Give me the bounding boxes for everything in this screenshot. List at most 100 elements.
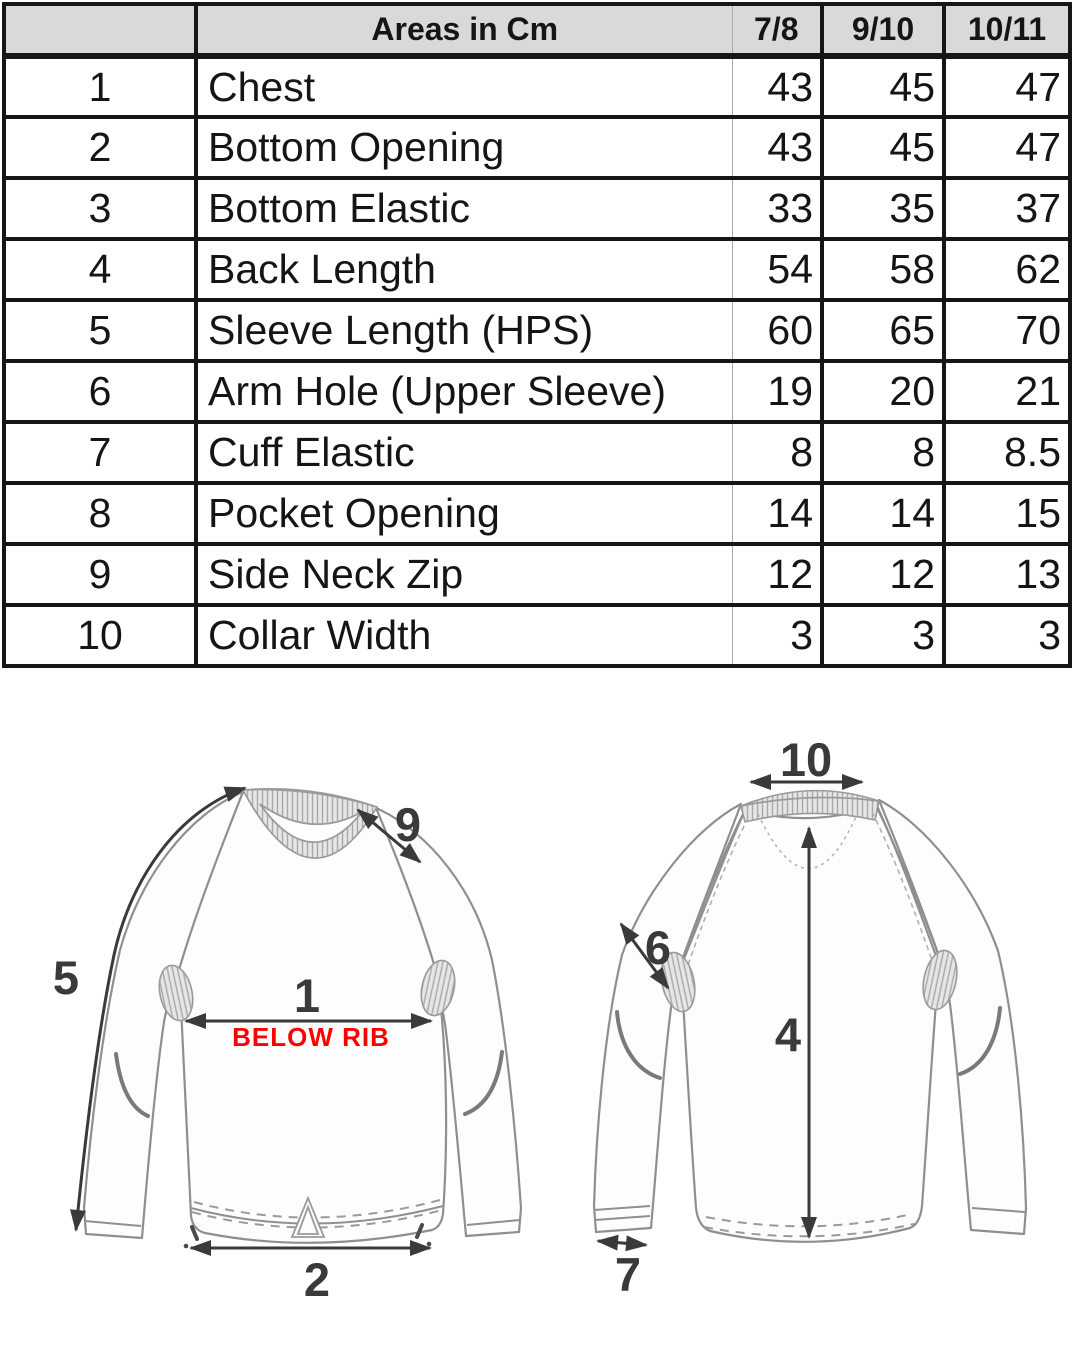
table-row: 6 Arm Hole (Upper Sleeve) 19 20 21	[2, 359, 1072, 424]
back-collar-top	[740, 789, 880, 807]
front-label-sleeve-length: 5	[53, 951, 79, 1004]
back-left-raglan-stitch	[686, 817, 749, 969]
header-size-9-10: 9/10	[820, 2, 946, 59]
table-row: 3 Bottom Elastic 33 35 37	[2, 176, 1072, 241]
back-right-raglan-stitch	[871, 811, 935, 967]
size-value-cell: 14	[820, 481, 946, 546]
below-rib-note: BELOW RIB	[232, 1022, 390, 1052]
row-number-cell: 6	[2, 359, 198, 424]
size-value-cell: 12	[731, 542, 824, 607]
size-value-cell: 14	[731, 481, 824, 546]
size-value-cell: 70	[942, 298, 1072, 363]
back-label-arm-hole: 6	[645, 921, 671, 974]
size-value-cell: 60	[731, 298, 824, 363]
cuff-elastic-arrow	[596, 1234, 648, 1252]
size-value-cell: 12	[820, 542, 946, 607]
back-left-cuff-line-1	[593, 1205, 651, 1211]
row-number-cell: 10	[2, 603, 198, 668]
size-value-cell: 54	[731, 237, 824, 302]
size-value-cell: 3	[731, 603, 824, 668]
size-value-cell: 45	[820, 54, 946, 119]
front-label-chest: 1	[294, 969, 320, 1022]
area-name-cell: Collar Width	[194, 603, 733, 668]
size-value-cell: 21	[942, 359, 1072, 424]
header-size-7-8: 7/8	[731, 2, 824, 59]
size-value-cell: 8	[820, 420, 946, 485]
row-number-cell: 3	[2, 176, 198, 241]
size-value-cell: 35	[820, 176, 946, 241]
header-size-10-11: 10/11	[942, 2, 1072, 59]
back-right-raglan-seam	[876, 807, 942, 963]
area-name-cell: Sleeve Length (HPS)	[194, 298, 733, 363]
table-row: 10 Collar Width 3 3 3	[2, 603, 1072, 668]
size-value-cell: 8.5	[942, 420, 1072, 485]
front-right-cuff-line	[466, 1219, 521, 1226]
table-row: 7 Cuff Elastic 8 8 8.5	[2, 420, 1072, 485]
front-measurement-arrows: 5 9 1 BELOW RIB 2	[53, 786, 433, 1306]
size-value-cell: 58	[820, 237, 946, 302]
area-name-cell: Pocket Opening	[194, 481, 733, 546]
area-name-cell: Arm Hole (Upper Sleeve)	[194, 359, 733, 424]
size-value-cell: 47	[942, 115, 1072, 180]
front-right-drawcord	[415, 1223, 424, 1239]
front-hem-vent-inner	[296, 1204, 320, 1235]
size-value-cell: 43	[731, 54, 824, 119]
back-left-raglan-seam	[680, 813, 744, 965]
row-number-cell: 8	[2, 481, 198, 546]
front-right-cord-tip	[426, 1241, 432, 1247]
header-areas-label: Areas in Cm	[194, 2, 733, 59]
table-row: 1 Chest 43 45 47	[2, 54, 1072, 119]
back-right-underarm-patch	[922, 949, 958, 1011]
table-row: 4 Back Length 54 58 62	[2, 237, 1072, 302]
size-table-body: 1 Chest 43 45 47 2 Bottom Opening 43 45 47 3 Bottom…	[2, 54, 1072, 668]
size-value-cell: 19	[731, 359, 824, 424]
size-chart-table: Areas in Cm 7/8 9/10 10/11 1 Chest 43 45 47 2…	[2, 2, 1072, 668]
row-number-cell: 1	[2, 54, 198, 119]
table-row: 9 Side Neck Zip 12 12 13	[2, 542, 1072, 607]
front-right-elbow-mark	[463, 1050, 504, 1116]
area-name-cell: Bottom Elastic	[194, 176, 733, 241]
front-left-cord-tip	[183, 1243, 189, 1249]
front-label-side-neck-zip: 9	[395, 798, 421, 851]
size-value-cell: 3	[942, 603, 1072, 668]
area-name-cell: Side Neck Zip	[194, 542, 733, 607]
arm-hole-arrow	[619, 922, 670, 990]
front-hem-stitch-1	[193, 1199, 441, 1219]
back-label-collar-width: 10	[780, 740, 832, 786]
back-measurement-arrows: 10 4 6 7	[596, 740, 864, 1301]
table-row: 8 Pocket Opening 14 14 15	[2, 481, 1072, 546]
row-number-cell: 4	[2, 237, 198, 302]
size-value-cell: 33	[731, 176, 824, 241]
area-name-cell: Cuff Elastic	[194, 420, 733, 485]
front-label-bottom-opening: 2	[304, 1253, 330, 1306]
size-value-cell: 65	[820, 298, 946, 363]
row-number-cell: 5	[2, 298, 198, 363]
side-neck-zip-arrow	[356, 808, 422, 864]
table-header-row: Areas in Cm 7/8 9/10 10/11	[2, 2, 1072, 59]
back-label-back-length: 4	[775, 1008, 801, 1061]
back-left-cuff-line-2	[594, 1215, 651, 1221]
size-value-cell: 62	[942, 237, 1072, 302]
size-value-cell: 15	[942, 481, 1072, 546]
back-view-diagram: 10 4 6 7	[592, 740, 1028, 1301]
back-right-elbow-mark	[958, 1006, 1002, 1076]
back-right-cuff-line	[971, 1207, 1026, 1213]
front-view-diagram: 5 9 1 BELOW RIB 2	[53, 786, 523, 1306]
row-number-cell: 9	[2, 542, 198, 607]
table-row: 5 Sleeve Length (HPS) 60 65 70	[2, 298, 1072, 363]
sleeve-length-arrow	[70, 786, 247, 1232]
size-value-cell: 8	[731, 420, 824, 485]
row-number-cell: 7	[2, 420, 198, 485]
area-name-cell: Chest	[194, 54, 733, 119]
back-left-elbow-mark	[615, 1010, 662, 1080]
size-value-cell: 47	[942, 54, 1072, 119]
size-value-cell: 45	[820, 115, 946, 180]
size-value-cell: 20	[820, 359, 946, 424]
table-row: 2 Bottom Opening 43 45 47	[2, 115, 1072, 180]
size-value-cell: 43	[731, 115, 824, 180]
size-value-cell: 37	[942, 176, 1072, 241]
size-value-cell: 3	[820, 603, 946, 668]
row-number-cell: 2	[2, 115, 198, 180]
area-name-cell: Bottom Opening	[194, 115, 733, 180]
